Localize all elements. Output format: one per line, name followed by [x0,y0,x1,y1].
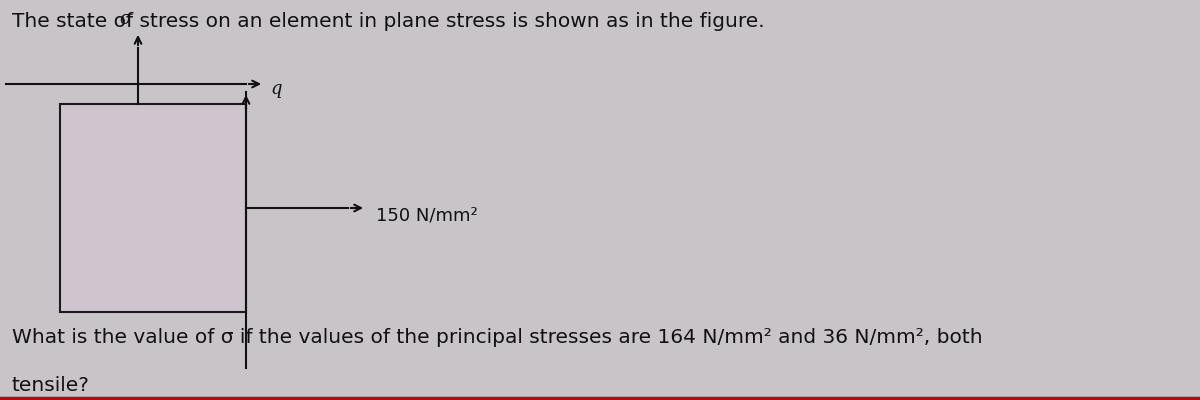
Bar [60,104,246,312]
Text: What is the value of σ if the values of the principal stresses are 164 N/mm² and: What is the value of σ if the values of … [12,328,983,347]
Text: The state of stress on an element in plane stress is shown as in the figure.: The state of stress on an element in pla… [12,12,764,31]
Text: q: q [270,80,282,98]
Text: 150 N/mm²: 150 N/mm² [376,206,478,224]
Text: tensile?: tensile? [12,376,90,395]
Text: σ: σ [120,10,132,28]
